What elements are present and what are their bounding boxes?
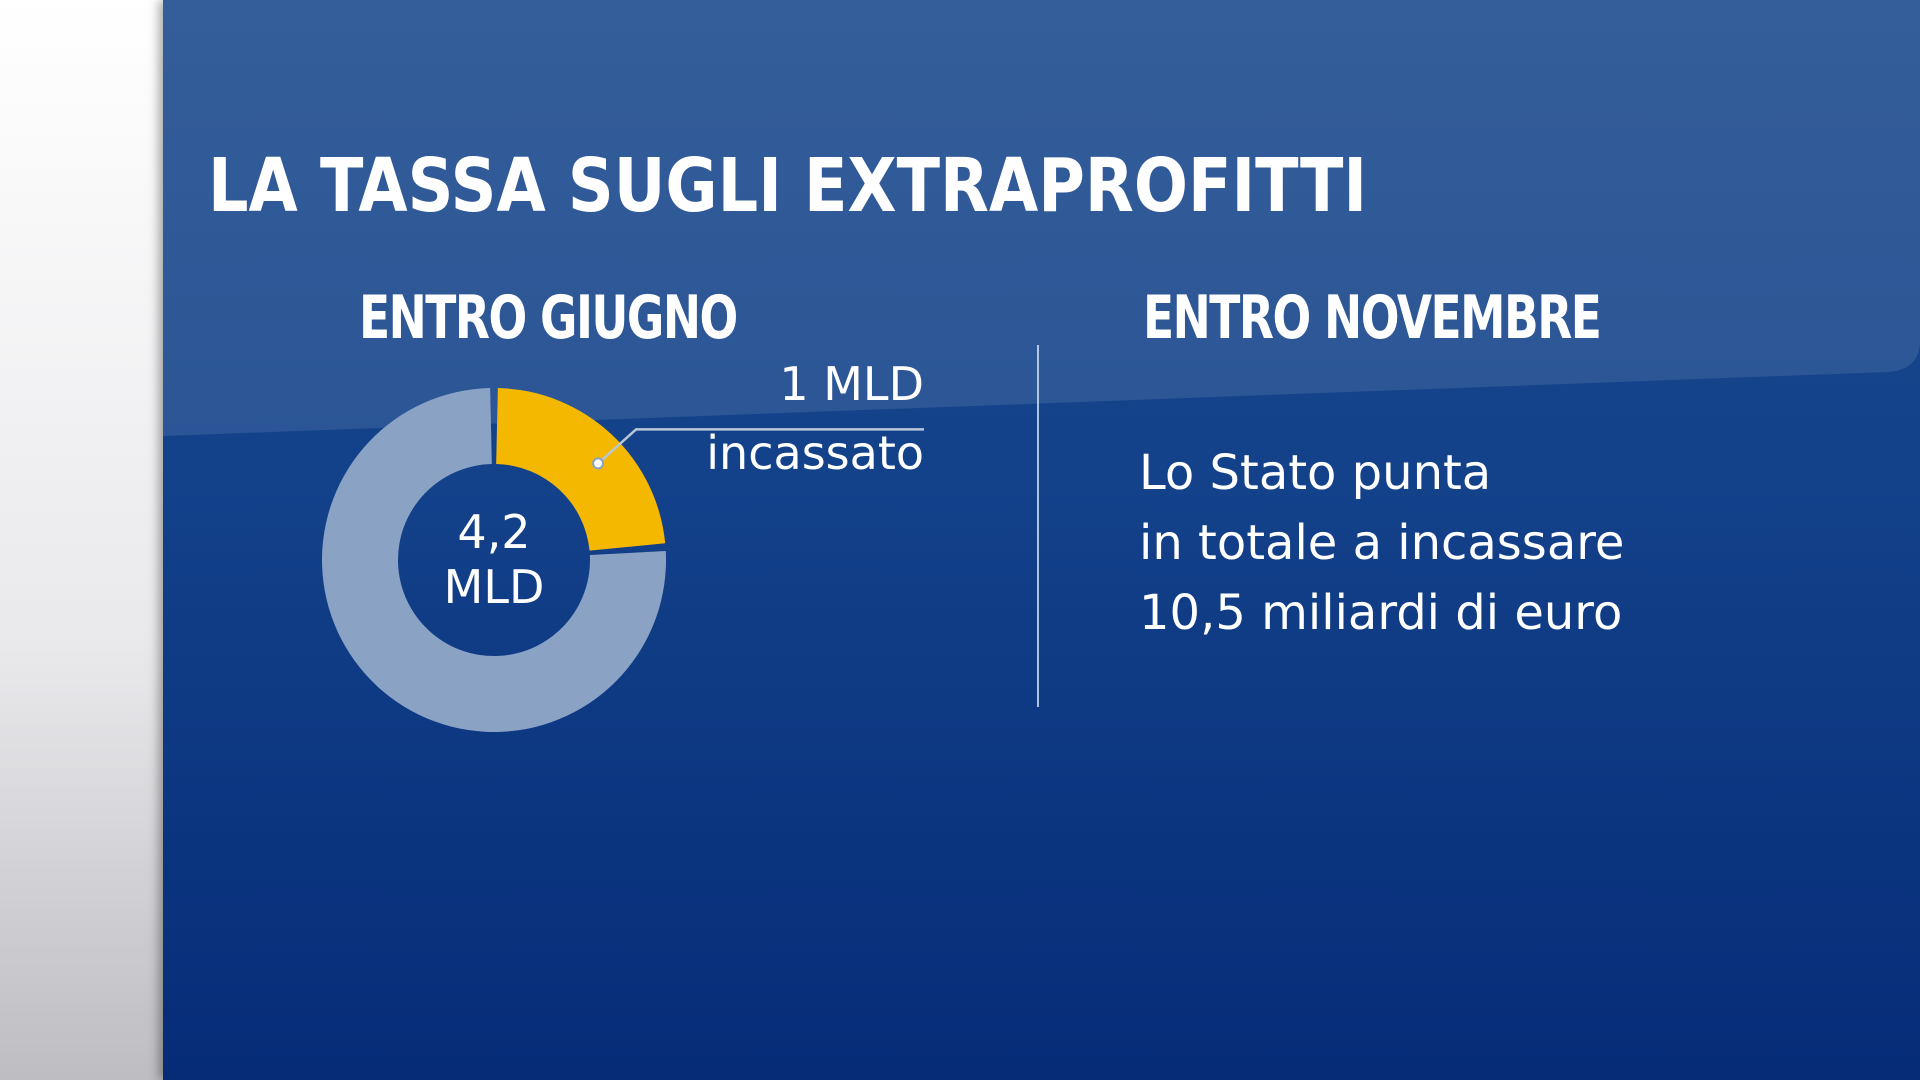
target-text-line-3: 10,5 miliardi di euro <box>1139 585 1623 641</box>
donut-center-unit: MLD <box>444 560 545 614</box>
callout-leader-dot <box>592 457 605 470</box>
donut-slice-collected <box>496 388 666 551</box>
callout-leader-line <box>597 428 924 465</box>
heading-entro-novembre: ENTRO NOVEMBRE <box>1143 283 1602 353</box>
collected-callout: 1 MLD incassato <box>706 356 924 488</box>
page-title: LA TASSA SUGLI EXTRAPROFITTI <box>208 143 1368 229</box>
target-description: Lo Stato punta in totale a incassare 10,… <box>1139 438 1624 648</box>
target-text-line-2: in totale a incassare <box>1139 515 1625 571</box>
left-strip <box>0 0 163 1080</box>
callout-value: 1 MLD <box>779 357 924 411</box>
donut-center-value: 4,2 <box>457 505 530 559</box>
donut-slice-remaining <box>322 388 666 732</box>
callout-label: incassato <box>706 426 924 480</box>
column-divider <box>1037 345 1039 707</box>
main-panel <box>163 0 1920 1080</box>
heading-entro-giugno: ENTRO GIUGNO <box>359 283 738 353</box>
target-text-line-1: Lo Stato punta <box>1139 445 1492 501</box>
gloss-overlay <box>163 0 1920 436</box>
